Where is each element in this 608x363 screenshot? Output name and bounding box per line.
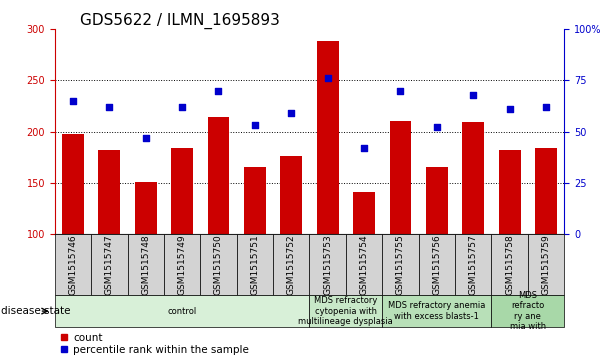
Bar: [128, 234, 164, 295]
Bar: [207, 117, 229, 337]
Text: GSM1515750: GSM1515750: [214, 234, 223, 295]
Bar: [382, 234, 419, 295]
Point: [286, 110, 296, 116]
Bar: [273, 234, 309, 295]
Text: GSM1515756: GSM1515756: [432, 234, 441, 295]
Point: [468, 92, 478, 98]
Text: GSM1515757: GSM1515757: [469, 234, 478, 295]
Text: control: control: [167, 307, 197, 315]
Bar: [200, 234, 237, 295]
Bar: [382, 295, 491, 327]
Point: [323, 76, 333, 81]
Bar: [309, 295, 382, 327]
Point: [250, 123, 260, 129]
Bar: [164, 234, 200, 295]
Bar: [528, 234, 564, 295]
Text: GSM1515748: GSM1515748: [141, 234, 150, 295]
Bar: [535, 148, 557, 337]
Bar: [491, 234, 528, 295]
Text: GSM1515759: GSM1515759: [542, 234, 550, 295]
Bar: [353, 192, 375, 337]
Point: [141, 135, 151, 140]
Text: GSM1515755: GSM1515755: [396, 234, 405, 295]
Text: GSM1515747: GSM1515747: [105, 234, 114, 295]
Bar: [499, 150, 520, 337]
Bar: [426, 167, 447, 337]
Point: [213, 87, 223, 93]
Point: [432, 125, 441, 130]
Bar: [91, 234, 128, 295]
Point: [177, 104, 187, 110]
Text: GSM1515746: GSM1515746: [69, 234, 77, 295]
Bar: [135, 182, 157, 337]
Point: [505, 106, 514, 112]
Bar: [455, 234, 491, 295]
Text: GSM1515754: GSM1515754: [359, 234, 368, 295]
Bar: [419, 234, 455, 295]
Bar: [62, 134, 84, 337]
Text: MDS refractory anemia
with excess blasts-1: MDS refractory anemia with excess blasts…: [388, 301, 486, 321]
Text: disease state: disease state: [1, 306, 70, 316]
Bar: [390, 121, 412, 337]
Legend: count, percentile rank within the sample: count, percentile rank within the sample: [60, 333, 249, 355]
Text: GSM1515758: GSM1515758: [505, 234, 514, 295]
Bar: [491, 295, 564, 327]
Point: [105, 104, 114, 110]
Point: [68, 98, 78, 104]
Bar: [280, 156, 302, 337]
Bar: [309, 234, 346, 295]
Text: GDS5622 / ILMN_1695893: GDS5622 / ILMN_1695893: [80, 13, 280, 29]
Bar: [171, 148, 193, 337]
Point: [541, 104, 551, 110]
Bar: [317, 41, 339, 337]
Text: GSM1515752: GSM1515752: [287, 234, 295, 295]
Bar: [55, 234, 91, 295]
Bar: [346, 234, 382, 295]
Point: [396, 87, 406, 93]
Text: GSM1515749: GSM1515749: [178, 234, 187, 295]
Point: [359, 145, 369, 151]
Text: MDS
refracto
ry ane
mia with: MDS refracto ry ane mia with: [510, 291, 546, 331]
Text: GSM1515753: GSM1515753: [323, 234, 332, 295]
Bar: [98, 150, 120, 337]
Bar: [462, 122, 484, 337]
Bar: [244, 167, 266, 337]
Bar: [237, 234, 273, 295]
Text: MDS refractory
cytopenia with
multilineage dysplasia: MDS refractory cytopenia with multilinea…: [299, 296, 393, 326]
Text: GSM1515751: GSM1515751: [250, 234, 260, 295]
Bar: [55, 295, 309, 327]
